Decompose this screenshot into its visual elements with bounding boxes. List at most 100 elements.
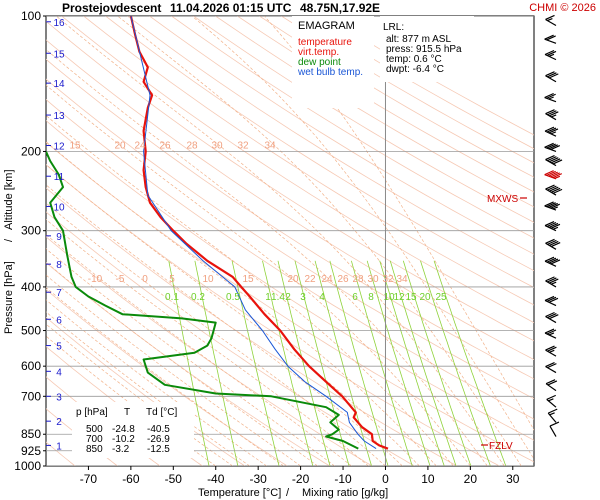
wind-barb-half-flag <box>549 349 555 353</box>
mixing-ratio-label: 15 <box>405 292 417 303</box>
dry-adiabat-line <box>105 16 534 288</box>
wind-barb-flag <box>549 278 559 284</box>
wind-barb-flag <box>550 187 561 193</box>
plot-frame <box>45 15 535 467</box>
sounding-datetime: 11.04.2026 01:15 UTC <box>170 1 292 15</box>
mixing-ratio-label: 10 <box>383 292 395 303</box>
altitude-tick-label: 8 <box>56 260 62 271</box>
adiabat-label: 20 <box>287 274 299 285</box>
adiabat-label: 15 <box>69 140 81 151</box>
altitude-tick-label: 10 <box>53 202 65 213</box>
wind-barb-flag <box>545 184 555 190</box>
wind-barb-staff <box>544 174 557 180</box>
adiabat-label: 0 <box>142 274 148 285</box>
wind-barb-flag <box>548 258 559 264</box>
pressure-tick-label: 1000 <box>14 459 41 473</box>
table-header-p: p [hPa] <box>76 407 108 418</box>
wind-barb-flag <box>546 93 556 99</box>
lrl-box-bg <box>380 16 474 82</box>
wind-barb-half-flag <box>552 226 559 230</box>
wind-barb-staff <box>545 366 557 374</box>
level-markers: MXWS FZLV <box>481 194 527 452</box>
mixing-ratio-label: 20 <box>419 292 431 303</box>
wind-barb-half-flag <box>548 53 555 57</box>
dry-adiabat-line <box>171 16 534 239</box>
wind-barb-flag <box>552 159 563 165</box>
wind-barb-flag <box>552 173 563 179</box>
mixing-ratio-label: 0.2 <box>191 292 205 303</box>
wind-barb-flag <box>549 186 559 192</box>
mixing-ratio-line <box>351 260 413 466</box>
altitude-tick-label: 11 <box>54 172 65 183</box>
wind-barb-flag <box>546 170 556 176</box>
wind-barb-flag <box>547 346 557 352</box>
moist-adiabat-line <box>46 311 250 466</box>
wind-barb-flag <box>545 238 555 244</box>
moist-adiabat-line <box>46 299 267 466</box>
mxws-label: MXWS <box>487 194 518 205</box>
dry-adiabat-line <box>193 16 534 223</box>
wind-barb-staff <box>545 188 557 196</box>
altitude-tick-label: 14 <box>53 79 65 90</box>
y-axis-label-pressure: Pressure [hPa] <box>3 261 15 334</box>
level-table-bg <box>72 402 194 458</box>
series-line-wet-bulb-temp- <box>130 16 377 450</box>
wind-barb-flag <box>546 35 556 41</box>
legend-box <box>292 16 374 108</box>
wind-barb-half-flag <box>548 398 554 402</box>
pressure-tick-label: 300 <box>21 224 41 238</box>
station-name: Prostejov <box>62 1 117 15</box>
moist-adiabat-line <box>46 234 352 466</box>
wind-barb-staff <box>544 205 557 211</box>
level-table: p [hPa] T Td [°C] 500 -24.8 -40.5 700 -1… <box>72 402 194 458</box>
wind-barb-flag <box>546 127 557 133</box>
wind-barb-flag <box>544 126 555 132</box>
lrl-dwpt: dwpt: -6.4 °C <box>386 64 444 75</box>
legend-item-virt-temp: virt.temp. <box>298 47 339 58</box>
wind-barb-staff <box>544 146 557 153</box>
wind-barb-flag <box>549 111 559 117</box>
wind-barb-half-flag <box>549 412 555 416</box>
temperature-tick-label: -30 <box>250 472 268 486</box>
wind-barb-flag <box>548 222 559 228</box>
wind-barb-half-flag <box>548 96 554 100</box>
moist-adiabat-line <box>46 274 301 466</box>
table-row-td: -26.9 <box>147 434 170 445</box>
wind-barb-staff <box>544 299 557 307</box>
wind-barb-flag <box>544 328 555 334</box>
wind-barb-flag <box>546 296 557 302</box>
x-axis-label-temperature: Temperature [°C] <box>198 487 281 499</box>
dry-adiabat-line <box>46 58 534 380</box>
sounding-coords: 48.75N,17.92E <box>300 1 380 15</box>
adiabat-label: 20 <box>114 140 126 151</box>
mixing-ratio-label: 0.5 <box>226 292 240 303</box>
mixing-ratio-label: 8 <box>368 292 374 303</box>
wind-barb-staff <box>544 332 557 339</box>
adiabat-label: -5 <box>116 274 125 285</box>
temperature-tick-label: -70 <box>80 472 98 486</box>
temperature-tick-label: -50 <box>165 472 183 486</box>
wind-barb-flag <box>550 203 561 209</box>
lrl-title: LRL: <box>383 22 404 33</box>
chart-header: Prostejov descent 11.04.2026 01:15 UTC 4… <box>62 1 596 15</box>
lrl-alt: alt: 877 m ASL <box>386 34 451 45</box>
mixing-ratio-label: 1 <box>265 292 271 303</box>
pressure-tick-label: 850 <box>21 427 41 441</box>
altitude-tick-label: 9 <box>56 232 62 243</box>
wind-barb-staff <box>545 75 557 83</box>
x-axis-label-sep: / <box>286 487 290 499</box>
mixing-ratio-line <box>420 260 491 466</box>
fzlv-label: FZLV <box>489 441 513 452</box>
wind-barb-flag <box>544 49 555 56</box>
wind-barb-flag <box>547 72 557 78</box>
wind-barb-flag <box>550 223 561 229</box>
wind-barb-flag <box>548 297 559 303</box>
lrl-temp: temp: 0.6 °C <box>386 54 442 65</box>
mixing-ratio-label: 3 <box>300 292 306 303</box>
pressure-tick-label: 600 <box>21 359 41 373</box>
wind-barb-staff <box>544 225 557 232</box>
table-header-t: T <box>124 407 130 418</box>
wind-barb-flag <box>549 314 559 320</box>
wind-barb-flag <box>545 379 556 385</box>
